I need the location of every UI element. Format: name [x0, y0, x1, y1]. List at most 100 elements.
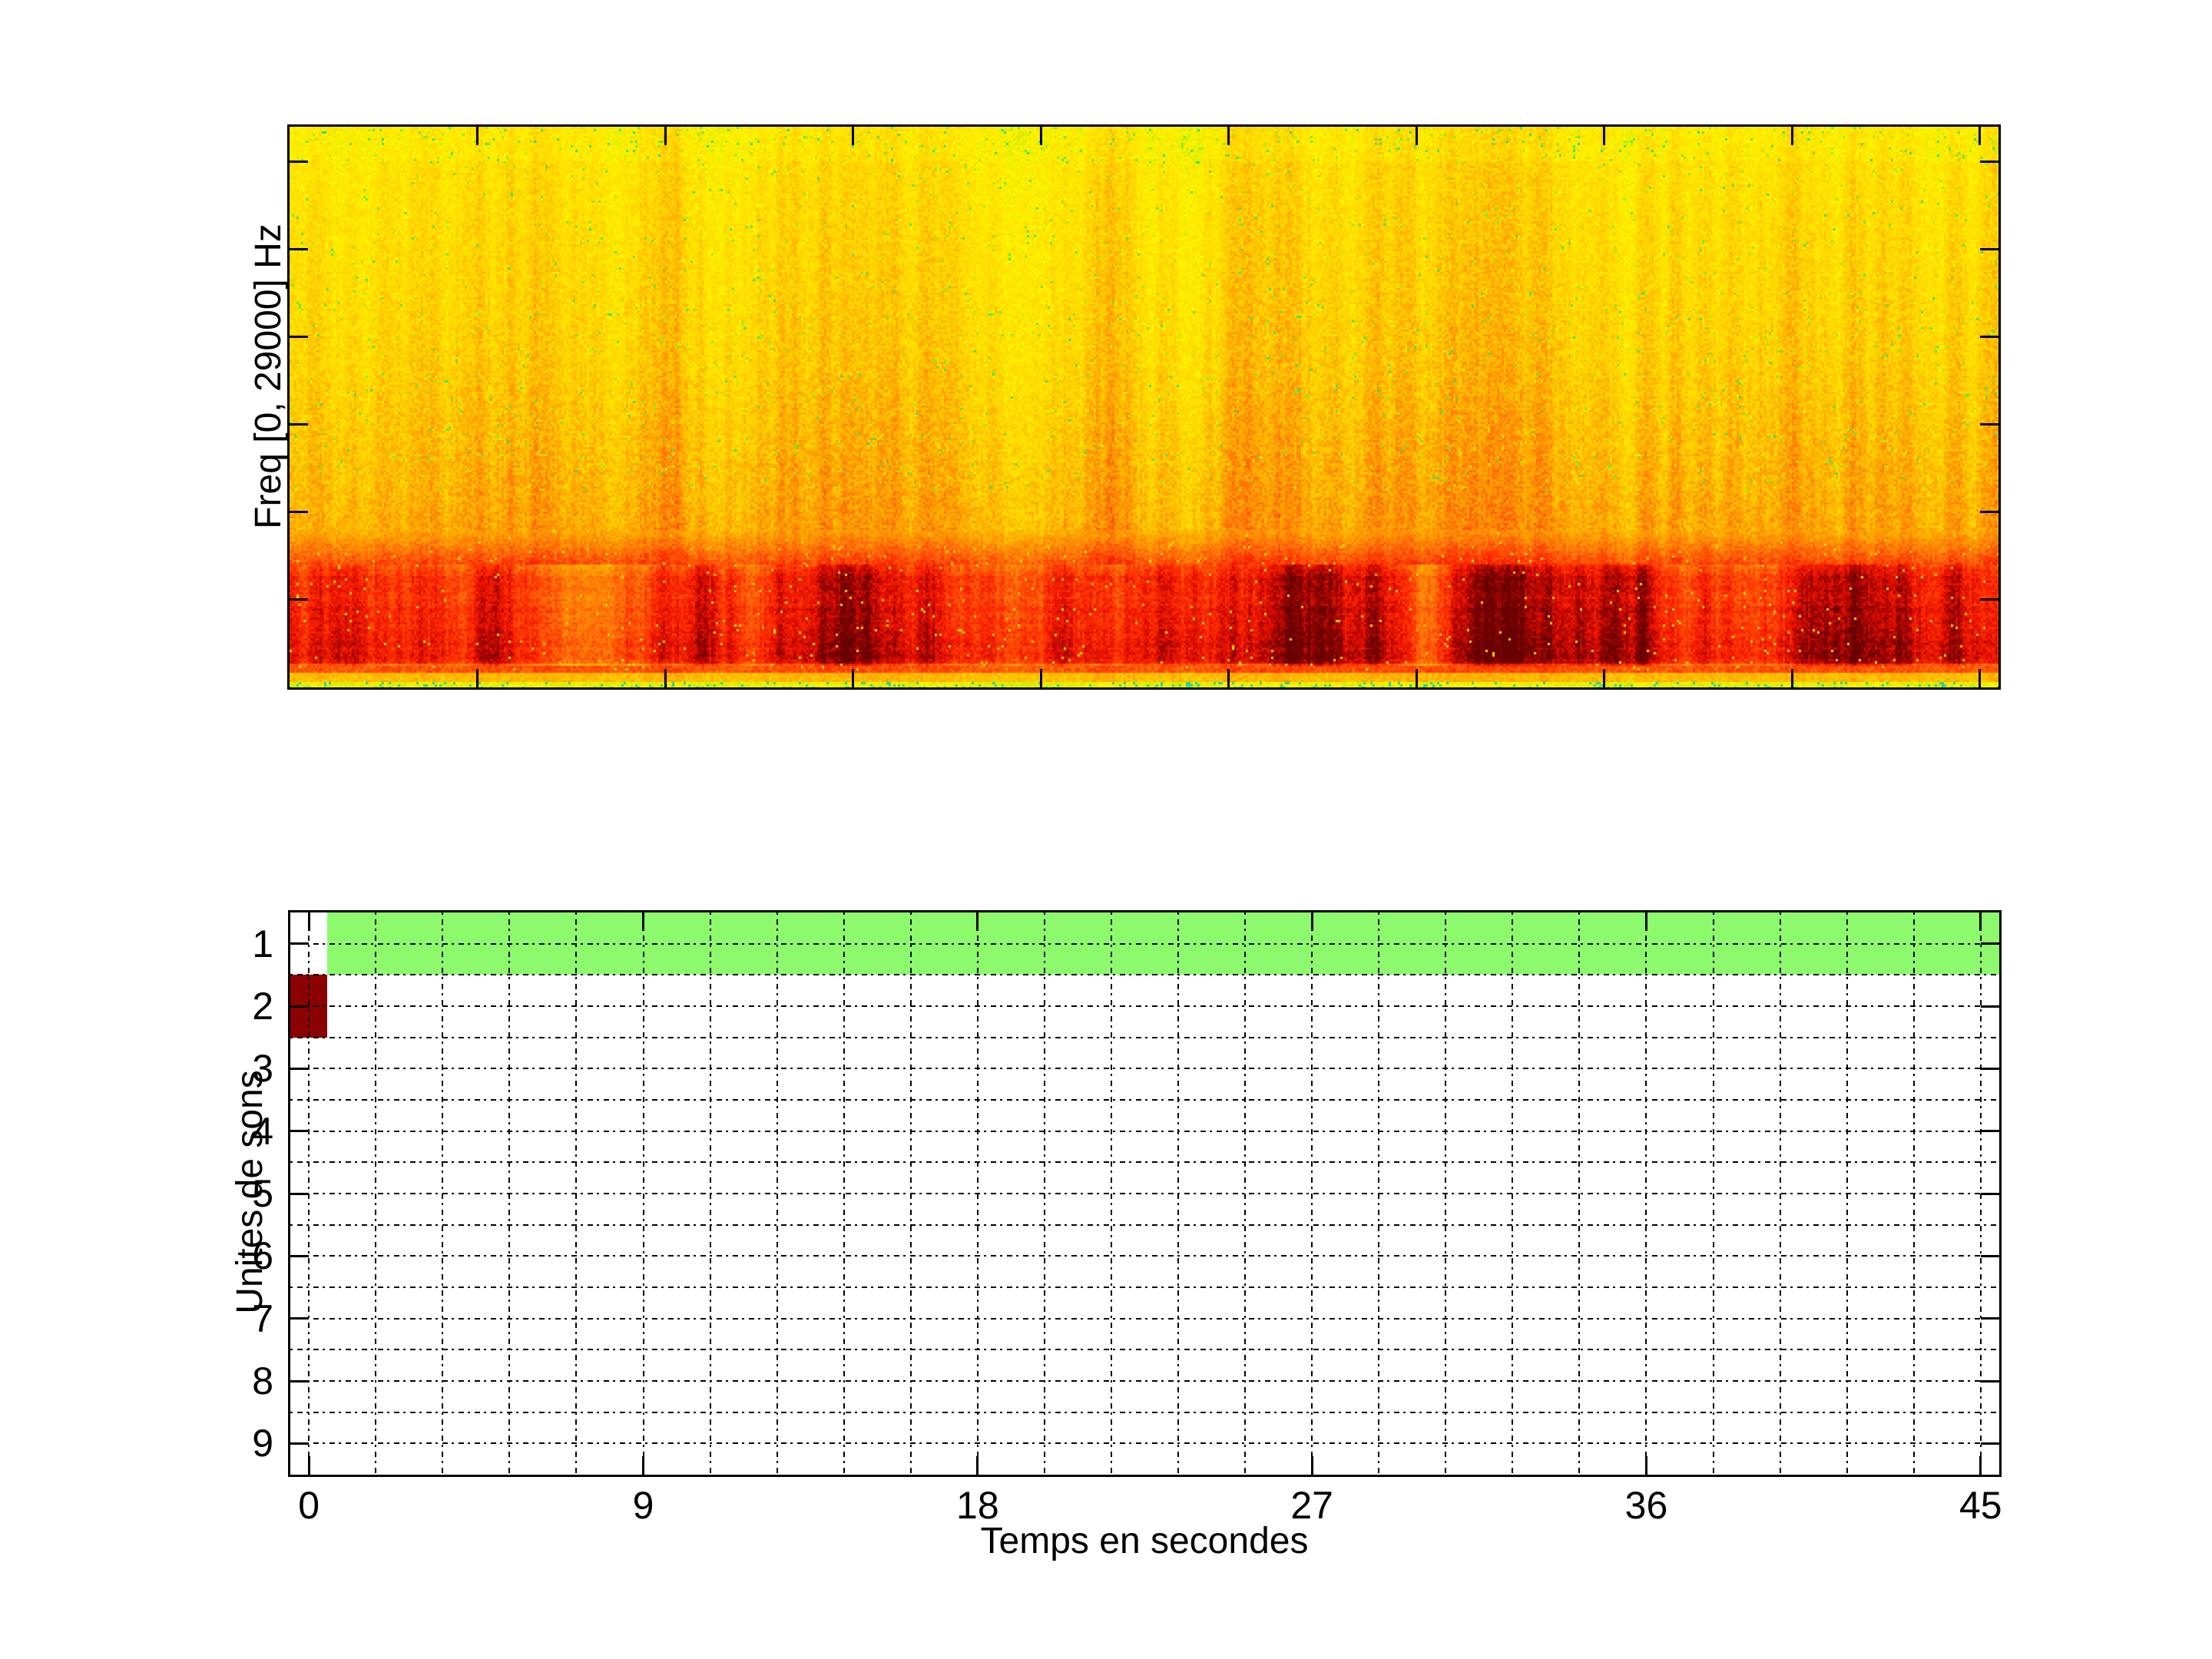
spec-y-tick-left: [290, 423, 308, 426]
y-gridline: [290, 1005, 1999, 1007]
y-gridline: [290, 1099, 1999, 1101]
spec-y-tick-right: [1980, 511, 1998, 514]
y-gridline: [290, 942, 1999, 945]
x-tick-bottom: [976, 1456, 979, 1475]
y-tick-right: [1981, 1005, 1999, 1008]
spec-x-tick-bottom: [1790, 669, 1793, 687]
spec-x-tick-bottom: [1227, 669, 1230, 687]
units-xlabel: Temps en secondes: [980, 1521, 1309, 1561]
y-tick-label: 3: [252, 1047, 273, 1091]
spec-x-tick-top: [1790, 127, 1793, 145]
x-tick-bottom: [1644, 1456, 1647, 1475]
y-gridline: [290, 1286, 1999, 1288]
x-tick-label: 9: [632, 1484, 654, 1527]
y-gridline: [290, 974, 1999, 976]
spec-y-tick-right: [1980, 161, 1998, 164]
spec-x-tick-bottom: [1603, 669, 1606, 687]
y-tick-left: [290, 1442, 309, 1445]
spec-x-tick-top: [1415, 127, 1418, 145]
spec-x-tick-bottom: [664, 669, 667, 687]
spec-y-tick-right: [1980, 598, 1998, 601]
y-gridline: [290, 1161, 1999, 1164]
spec-y-tick-left: [290, 161, 308, 164]
y-gridline: [290, 1193, 1999, 1194]
spec-x-tick-top: [476, 127, 478, 145]
y-tick-right: [1981, 942, 1999, 945]
y-tick-label: 1: [252, 922, 273, 965]
x-tick-top: [307, 912, 310, 931]
spec-x-tick-bottom: [1415, 669, 1418, 687]
spec-x-tick-top: [852, 127, 855, 145]
spec-x-tick-bottom: [476, 669, 478, 687]
x-tick-bottom: [642, 1456, 644, 1475]
y-tick-left: [290, 1067, 309, 1070]
y-gridline: [290, 1380, 1999, 1382]
y-tick-left: [290, 1130, 309, 1133]
y-tick-label: 8: [252, 1359, 273, 1402]
spectrogram-axes: [287, 124, 2001, 690]
y-gridline: [290, 1255, 1999, 1257]
x-tick-top: [642, 912, 644, 931]
y-tick-right: [1981, 1254, 1999, 1257]
y-tick-right: [1981, 1379, 1999, 1382]
spectrogram-ylabel: Freq [0, 29000] Hz: [248, 224, 289, 529]
y-tick-label: 4: [252, 1109, 273, 1153]
spec-x-tick-top: [1039, 127, 1042, 145]
y-tick-right: [1981, 1130, 1999, 1133]
y-tick-right: [1981, 1442, 1999, 1445]
spec-x-tick-bottom: [1039, 669, 1042, 687]
spec-y-tick-left: [290, 336, 308, 339]
y-tick-label: 2: [252, 985, 273, 1028]
spectrogram-image: [290, 127, 1998, 687]
y-gridline: [290, 1442, 1999, 1445]
spec-y-tick-right: [1980, 248, 1998, 251]
spec-x-tick-top: [1979, 127, 1982, 145]
spectrogram-plot-area: [290, 127, 1998, 687]
x-tick-top: [1979, 912, 1982, 931]
y-tick-left: [290, 1317, 309, 1320]
x-tick-bottom: [1310, 1456, 1313, 1475]
sound-units-plot-area: [290, 912, 1999, 1475]
sound-units-axes: [288, 910, 2002, 1477]
y-tick-left: [290, 1192, 309, 1195]
y-tick-label: 7: [252, 1296, 273, 1340]
y-tick-right: [1981, 1317, 1999, 1320]
y-gridline: [290, 1411, 1999, 1413]
y-gridline: [290, 1317, 1999, 1320]
x-tick-label: 36: [1624, 1484, 1668, 1527]
y-tick-right: [1981, 1067, 1999, 1070]
y-gridline: [290, 1068, 1999, 1070]
y-tick-left: [290, 1005, 309, 1008]
y-tick-right: [1981, 1192, 1999, 1195]
spec-x-tick-top: [1603, 127, 1606, 145]
spec-y-tick-left: [290, 511, 308, 514]
x-tick-label: 27: [1290, 1484, 1333, 1527]
spec-x-tick-bottom: [852, 669, 855, 687]
spec-x-tick-top: [1227, 127, 1230, 145]
y-tick-label: 5: [252, 1172, 273, 1215]
x-tick-label: 45: [1959, 1484, 2002, 1527]
y-gridline: [290, 1349, 1999, 1351]
x-tick-bottom: [1979, 1456, 1982, 1475]
x-tick-label: 18: [956, 1484, 999, 1527]
x-tick-bottom: [307, 1456, 310, 1475]
spec-y-tick-right: [1980, 423, 1998, 426]
y-tick-label: 9: [252, 1422, 273, 1465]
x-tick-top: [1310, 912, 1313, 931]
spec-y-tick-right: [1980, 336, 1998, 339]
x-tick-top: [1644, 912, 1647, 931]
spec-y-tick-left: [290, 248, 308, 251]
spec-x-tick-top: [664, 127, 667, 145]
y-gridline: [290, 1036, 1999, 1038]
x-tick-top: [976, 912, 979, 931]
x-tick-label: 0: [298, 1484, 320, 1527]
y-gridline: [290, 1224, 1999, 1226]
y-gridline: [290, 1130, 1999, 1132]
y-tick-left: [290, 1379, 309, 1382]
y-tick-left: [290, 1254, 309, 1257]
spec-x-tick-bottom: [1979, 669, 1982, 687]
y-tick-label: 6: [252, 1234, 273, 1278]
spec-y-tick-left: [290, 598, 308, 601]
y-tick-left: [290, 942, 309, 945]
